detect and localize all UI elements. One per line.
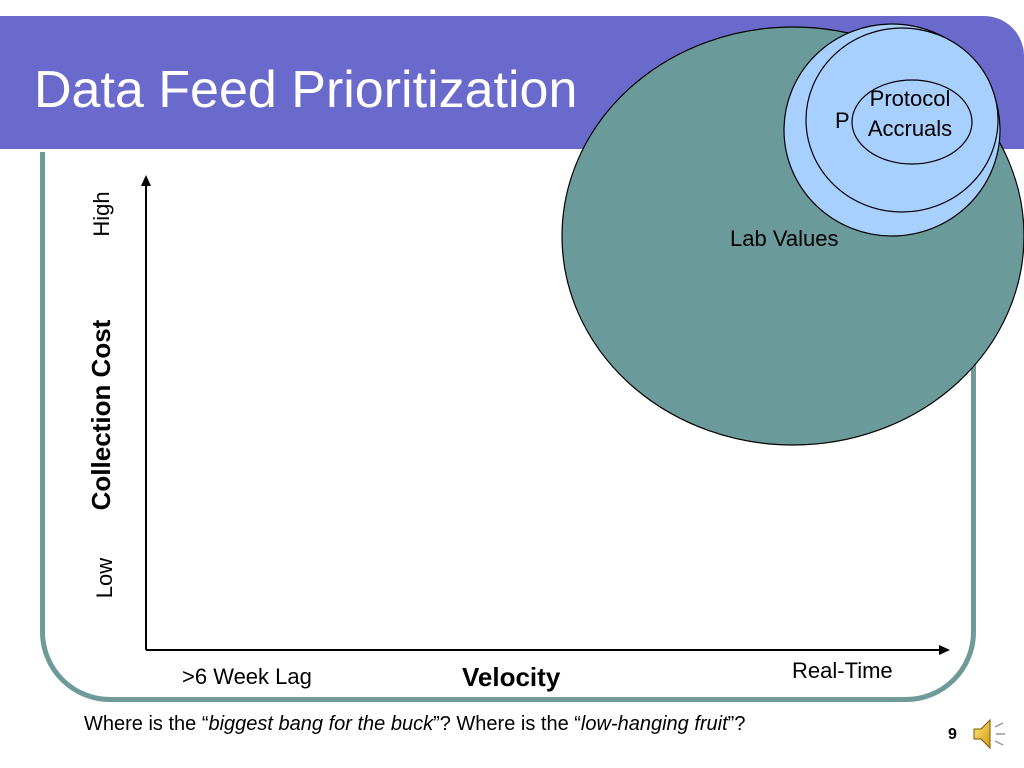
footer-text-3: ”? bbox=[727, 713, 746, 735]
y-axis-arrowhead bbox=[141, 175, 151, 186]
protocol-accruals-label: Protocol Accruals bbox=[867, 86, 953, 141]
footer-text-2: ”? Where is the “ bbox=[433, 713, 581, 735]
partial-p-label: P bbox=[835, 108, 850, 133]
footer-emphasis-1: biggest bang for the buck bbox=[208, 713, 434, 735]
x-axis-low-label: >6 Week Lag bbox=[182, 664, 312, 689]
x-axis-arrowhead bbox=[939, 645, 950, 655]
lab-values-label: Lab Values bbox=[730, 226, 839, 251]
footer-question: Where is the “biggest bang for the buck”… bbox=[84, 713, 745, 736]
y-axis-high-label: High bbox=[89, 191, 114, 237]
y-axis-title: Collection Cost bbox=[86, 319, 116, 511]
footer-emphasis-2: low-hanging fruit bbox=[580, 713, 728, 735]
page-number: 9 bbox=[948, 726, 957, 743]
footer-text-1: Where is the “ bbox=[84, 713, 209, 735]
slide-title: Data Feed Prioritization bbox=[34, 61, 578, 119]
x-axis-high-label: Real-Time bbox=[792, 658, 893, 683]
bubble-protocol-accruals bbox=[851, 79, 973, 165]
speaker-icon[interactable] bbox=[970, 714, 1010, 754]
x-axis-title: Velocity bbox=[462, 662, 561, 692]
y-axis-low-label: Low bbox=[92, 557, 117, 599]
